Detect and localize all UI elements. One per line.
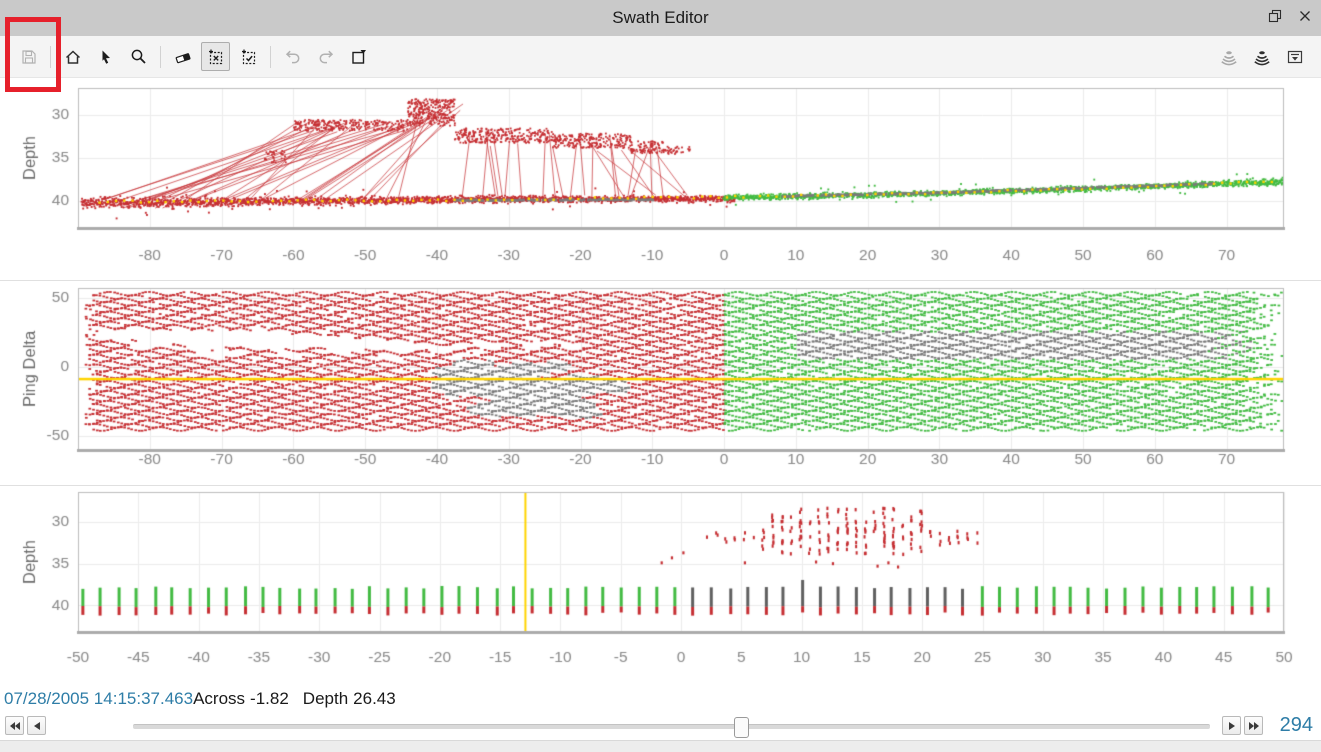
pointer-button[interactable] (91, 42, 120, 71)
box-arrow-button[interactable] (344, 42, 373, 71)
next-ping-button[interactable] (1222, 716, 1241, 735)
ping-navigator: 294 (0, 713, 1321, 740)
status-bar: 07/28/2005 14:15:37.463 Across -1.82 Depth 2… (0, 685, 1321, 713)
close-icon (1298, 9, 1312, 28)
toolbar-separator (160, 45, 161, 68)
across-value: -1.82 (250, 689, 289, 708)
titlebar[interactable]: Swath Editor (0, 0, 1321, 36)
reject-selection-button[interactable] (201, 42, 230, 71)
swath-fan-muted-icon (1220, 48, 1238, 66)
toolbar-separator (50, 45, 51, 68)
zoom-icon (130, 48, 148, 66)
across-label: Across (193, 689, 246, 708)
section-divider (0, 280, 1321, 281)
ping-slider-track[interactable] (133, 717, 1210, 738)
cursor-timestamp: 07/28/2005 14:15:37.463 (4, 689, 194, 708)
home-button[interactable] (58, 42, 87, 71)
collapse-panel-icon (1286, 48, 1304, 66)
undo-icon (284, 48, 302, 66)
toolbar (0, 36, 1321, 78)
backward-icon (33, 717, 40, 735)
cursor-readout: Across -1.82 Depth 26.43 (193, 689, 396, 709)
swath-depth-profile-panel (0, 78, 1321, 280)
beam-depth-profile-chart[interactable] (0, 485, 1321, 685)
depth-label: Depth (302, 689, 349, 708)
ping-number: 294 (1279, 714, 1313, 736)
close-button[interactable] (1295, 8, 1315, 28)
reject-selection-icon (207, 48, 225, 66)
undo-button (278, 42, 307, 71)
forward-icon (1228, 717, 1235, 735)
beam-depth-profile-panel (0, 485, 1321, 685)
pointer-icon (97, 48, 115, 66)
depth-value: 26.43 (353, 689, 396, 708)
last-ping-button[interactable] (1244, 716, 1263, 735)
window-title: Swath Editor (612, 8, 709, 27)
toolbar-left-group (12, 42, 375, 71)
window-bottom-strip (0, 740, 1321, 752)
ping-slider-thumb[interactable] (734, 717, 750, 738)
float-icon (1268, 9, 1282, 28)
previous-ping-button[interactable] (27, 716, 46, 735)
toolbar-right-group (1212, 42, 1311, 71)
fast-backward-icon (9, 717, 20, 735)
save-button (14, 42, 43, 71)
fast-forward-icon (1248, 717, 1259, 735)
ping-delta-panel (0, 280, 1321, 485)
swath-fan-icon (1253, 48, 1271, 66)
section-divider (0, 485, 1321, 486)
float-window-button[interactable] (1265, 8, 1285, 28)
box-arrow-icon (350, 48, 368, 66)
accept-selection-button[interactable] (234, 42, 263, 71)
toolbar-separator (270, 45, 271, 68)
accept-selection-icon (240, 48, 258, 66)
swath-fan-muted-button (1214, 42, 1243, 71)
home-icon (64, 48, 82, 66)
swath-depth-profile-chart[interactable] (0, 78, 1321, 280)
titlebar-buttons (1265, 0, 1315, 36)
eraser-icon (174, 48, 192, 66)
ping-delta-chart[interactable] (0, 280, 1321, 485)
zoom-button[interactable] (124, 42, 153, 71)
eraser-button[interactable] (168, 42, 197, 71)
redo-button (311, 42, 340, 71)
redo-icon (317, 48, 335, 66)
save-icon (20, 48, 38, 66)
collapse-panel-button[interactable] (1280, 42, 1309, 71)
first-ping-button[interactable] (5, 716, 24, 735)
swath-fan-button[interactable] (1247, 42, 1276, 71)
